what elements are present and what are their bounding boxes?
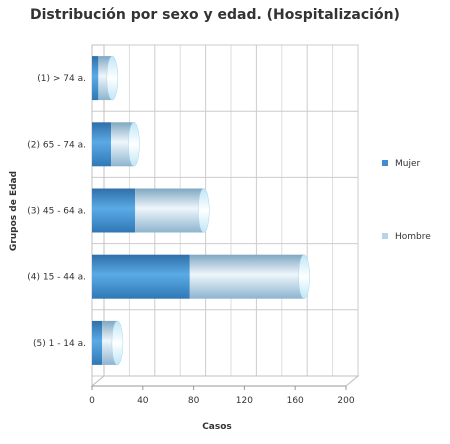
legend-label-hombre: Hombre [395,232,431,242]
y-tick-label: (2) 65 - 74 a. [27,140,86,150]
x-tick-label: 200 [337,396,354,406]
y-axis-title: Grupos de Edad [9,171,19,251]
y-tick-label: (5) 1 - 14 a. [33,339,86,349]
x-axis-title: Casos [202,422,232,432]
bar-mujer [92,320,103,365]
legend-label-mujer: Mujer [395,159,421,169]
plot-floor [90,375,360,387]
chart-title: Distribución por sexo y edad. (Hospitali… [30,7,400,23]
y-tick-label: (1) > 74 a. [37,74,86,84]
legend: Mujer Hombre [382,159,431,242]
legend-swatch-mujer [382,160,388,166]
bar-hombre [135,188,204,233]
bar-mujer [92,254,190,299]
y-tick-label: (3) 45 - 64 a. [27,207,86,217]
bar-end-cap [198,188,210,233]
bar-mujer [92,56,99,101]
x-tick-label: 160 [287,396,304,406]
bar-end-cap [298,254,310,299]
x-tick-label: 40 [137,396,149,406]
bar-mujer [92,122,112,167]
legend-swatch-hombre [382,233,388,239]
x-tick-label: 80 [188,396,200,406]
x-tick-label: 0 [89,396,95,406]
bar-mujer [92,188,136,233]
x-tick-label: 120 [236,396,253,406]
bar-hombre [111,122,134,167]
bar-end-cap [106,55,119,101]
bar-end-cap [128,122,140,167]
y-tick-label: (4) 15 - 44 a. [27,273,86,283]
bar-hombre [189,254,305,299]
bar-end-cap [111,320,124,366]
plot-area: 0 40 80 120 160 200 (1) > 74 a. (2) 65 - 74 a. (… [27,44,360,406]
